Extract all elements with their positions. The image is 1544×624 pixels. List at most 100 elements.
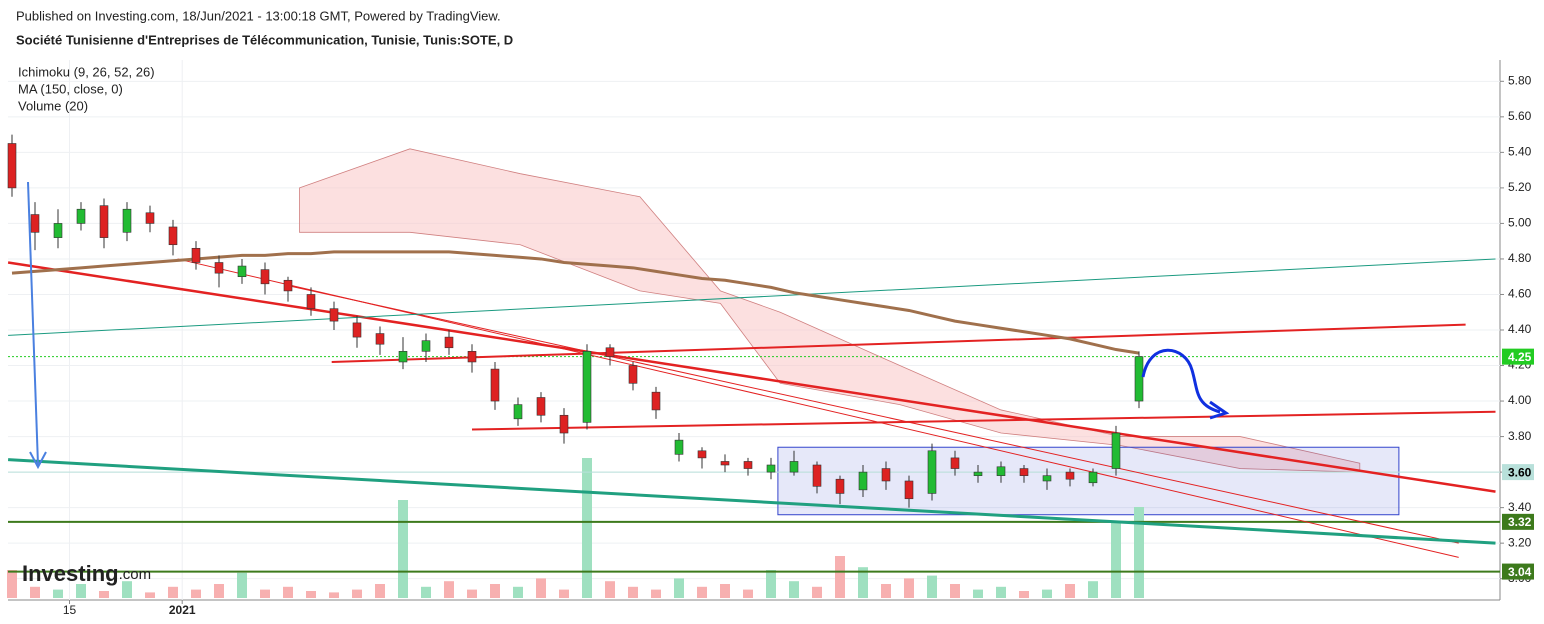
trendline: [331, 323, 1466, 363]
volume-bar: [674, 578, 684, 598]
volume-bar: [398, 500, 408, 598]
candle-body: [30, 214, 40, 233]
volume-bar: [352, 589, 362, 598]
y-tick-label: 4.40: [1508, 322, 1532, 336]
candle-body: [1111, 432, 1121, 469]
candle-body: [904, 480, 914, 500]
volume-bar: [444, 581, 454, 598]
volume-bar: [7, 570, 17, 598]
volume-bar: [490, 584, 500, 598]
candle-body: [467, 351, 477, 363]
volume-bar: [697, 586, 707, 598]
candle-body: [651, 391, 661, 411]
candle-body: [398, 351, 408, 363]
volume-bar: [191, 589, 201, 598]
candle-body: [996, 466, 1006, 476]
y-tick-label: 4.80: [1508, 251, 1532, 265]
legend-item: Volume (20): [18, 98, 88, 113]
volume-bar: [421, 586, 431, 598]
candle-body: [352, 322, 362, 338]
candle-body: [168, 226, 178, 246]
candle-body: [858, 471, 868, 491]
price-label: 4.25: [1508, 350, 1532, 364]
candle-body: [536, 397, 546, 416]
price-label-box: [1502, 464, 1534, 481]
volume-bar: [283, 586, 293, 598]
arrow-drawing: [1141, 348, 1221, 414]
volume-bar: [835, 556, 845, 598]
candle-body: [720, 461, 730, 466]
volume-bar: [1042, 589, 1052, 598]
volume-bar: [628, 586, 638, 598]
candle-body: [122, 208, 132, 233]
arrow-head: [29, 451, 47, 470]
plot-area: [7, 60, 1504, 604]
candle-body: [697, 450, 707, 459]
volume-bar: [904, 578, 914, 598]
trendline: [8, 258, 1496, 336]
published-line: Published on Investing.com, 18/Jun/2021 …: [16, 8, 501, 23]
volume-bar: [122, 581, 132, 598]
candle-body: [973, 471, 983, 476]
candle-body: [812, 464, 822, 487]
range-box: [777, 446, 1400, 516]
price-label-box: [1502, 563, 1534, 580]
price-label: 3.60: [1508, 465, 1532, 479]
volume-bar: [214, 584, 224, 598]
volume-bar: [1134, 507, 1144, 598]
candle-body: [950, 457, 960, 469]
y-tick-label: 3.80: [1508, 429, 1532, 443]
candle-body: [214, 262, 224, 274]
volume-bar: [513, 586, 523, 598]
candle-body: [329, 308, 339, 322]
volume-bar: [996, 586, 1006, 598]
volume-bar: [536, 578, 546, 598]
legend-item: MA (150, close, 0): [18, 81, 123, 96]
y-tick-label: 5.80: [1508, 73, 1532, 87]
candle-body: [99, 205, 109, 238]
volume-bar: [1088, 581, 1098, 598]
candle-body: [1088, 471, 1098, 484]
volume-bar: [559, 589, 569, 598]
volume-bar: [237, 572, 247, 598]
volume-bar: [467, 589, 477, 598]
y-tick-label: 3.40: [1508, 500, 1532, 514]
price-label: 3.04: [1508, 565, 1532, 579]
candle-body: [628, 365, 638, 384]
x-tick-label: 2021: [169, 603, 196, 617]
candle-body: [375, 333, 385, 345]
y-tick-label: 4.00: [1508, 393, 1532, 407]
volume-bar: [766, 570, 776, 598]
candle-body: [191, 247, 201, 263]
candle-body: [766, 464, 776, 473]
candle-body: [1042, 475, 1052, 482]
volume-bar: [651, 589, 661, 598]
ma-line: [11, 250, 1140, 355]
volume-bar: [260, 589, 270, 598]
volume-bar: [950, 584, 960, 598]
candle-body: [1019, 468, 1029, 476]
volume-bar: [789, 581, 799, 598]
candle-body: [1134, 356, 1144, 402]
volume-bar: [1111, 521, 1121, 598]
volume-bar: [375, 584, 385, 598]
volume-bar: [99, 591, 109, 598]
price-label-box: [1502, 513, 1534, 530]
price-label-box: [1502, 348, 1534, 365]
volume-bar: [76, 584, 86, 598]
volume-bar: [53, 589, 63, 598]
watermark-brand: Investing: [22, 561, 119, 586]
volume-bar: [1065, 584, 1075, 598]
candle-body: [927, 450, 937, 494]
volume-bar: [812, 586, 822, 598]
candle-body: [76, 208, 86, 224]
chart-title: Société Tunisienne d'Entreprises de Télé…: [16, 32, 513, 47]
y-tick-label: 5.20: [1508, 180, 1532, 194]
volume-bar: [1019, 591, 1029, 598]
candle-body: [582, 351, 592, 423]
candle-body: [421, 340, 431, 352]
watermark: Investing.com: [22, 561, 151, 586]
candle-body: [490, 368, 500, 402]
candle-body: [145, 212, 155, 224]
